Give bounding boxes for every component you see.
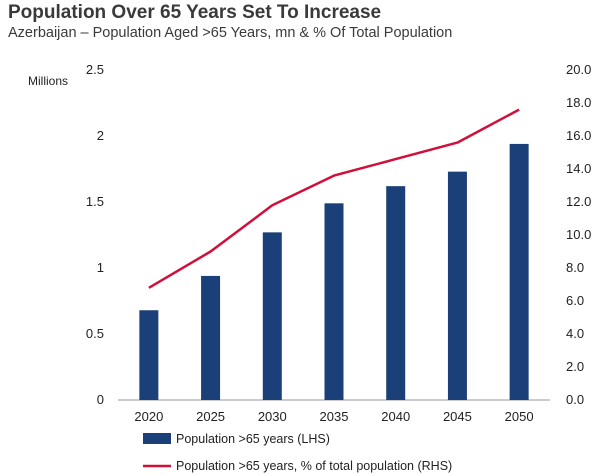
y2-tick-label: 14.0 xyxy=(566,161,591,176)
y2-tick-label: 18.0 xyxy=(566,95,591,110)
y2-tick-label: 10.0 xyxy=(566,227,591,242)
bar-2025 xyxy=(201,275,221,400)
y-tick-label: 2 xyxy=(97,128,104,143)
bar-2040 xyxy=(386,186,406,400)
bar-2045 xyxy=(447,171,467,400)
x-tick-label: 2025 xyxy=(196,409,225,424)
bar-2020 xyxy=(139,310,159,400)
chart-title: Population Over 65 Years Set To Increase xyxy=(8,2,382,23)
x-tick-label: 2045 xyxy=(443,409,472,424)
y-tick-label: 1.5 xyxy=(86,194,104,209)
x-tick-label: 2050 xyxy=(505,409,534,424)
x-tick-label: 2020 xyxy=(134,409,163,424)
y-axis-label: Millions xyxy=(28,74,68,88)
bar-2035 xyxy=(324,203,344,400)
legend-swatch-bar xyxy=(143,433,171,444)
y-tick-label: 0.5 xyxy=(86,326,104,341)
legend-label-line: Population >65 years, % of total populat… xyxy=(176,459,452,473)
y2-tick-label: 20.0 xyxy=(566,62,591,77)
y2-tick-label: 0.0 xyxy=(566,392,584,407)
bar-2030 xyxy=(262,232,282,400)
y2-tick-label: 2.0 xyxy=(566,359,584,374)
y2-tick-label: 16.0 xyxy=(566,128,591,143)
bar-2050 xyxy=(509,143,529,401)
y2-tick-label: 6.0 xyxy=(566,293,584,308)
y-tick-label: 2.5 xyxy=(86,62,104,77)
y2-tick-label: 4.0 xyxy=(566,326,584,341)
x-tick-label: 2035 xyxy=(320,409,349,424)
x-tick-label: 2040 xyxy=(381,409,410,424)
line-series-pct xyxy=(148,108,520,289)
legend-label-bar: Population >65 years (LHS) xyxy=(176,432,330,446)
x-tick-label: 2030 xyxy=(258,409,287,424)
y-tick-label: 0 xyxy=(97,392,104,407)
y-tick-label: 1 xyxy=(97,260,104,275)
chart-subtitle: Azerbaijan – Population Aged >65 Years, … xyxy=(8,25,453,41)
y2-tick-label: 12.0 xyxy=(566,194,591,209)
y2-tick-label: 8.0 xyxy=(566,260,584,275)
